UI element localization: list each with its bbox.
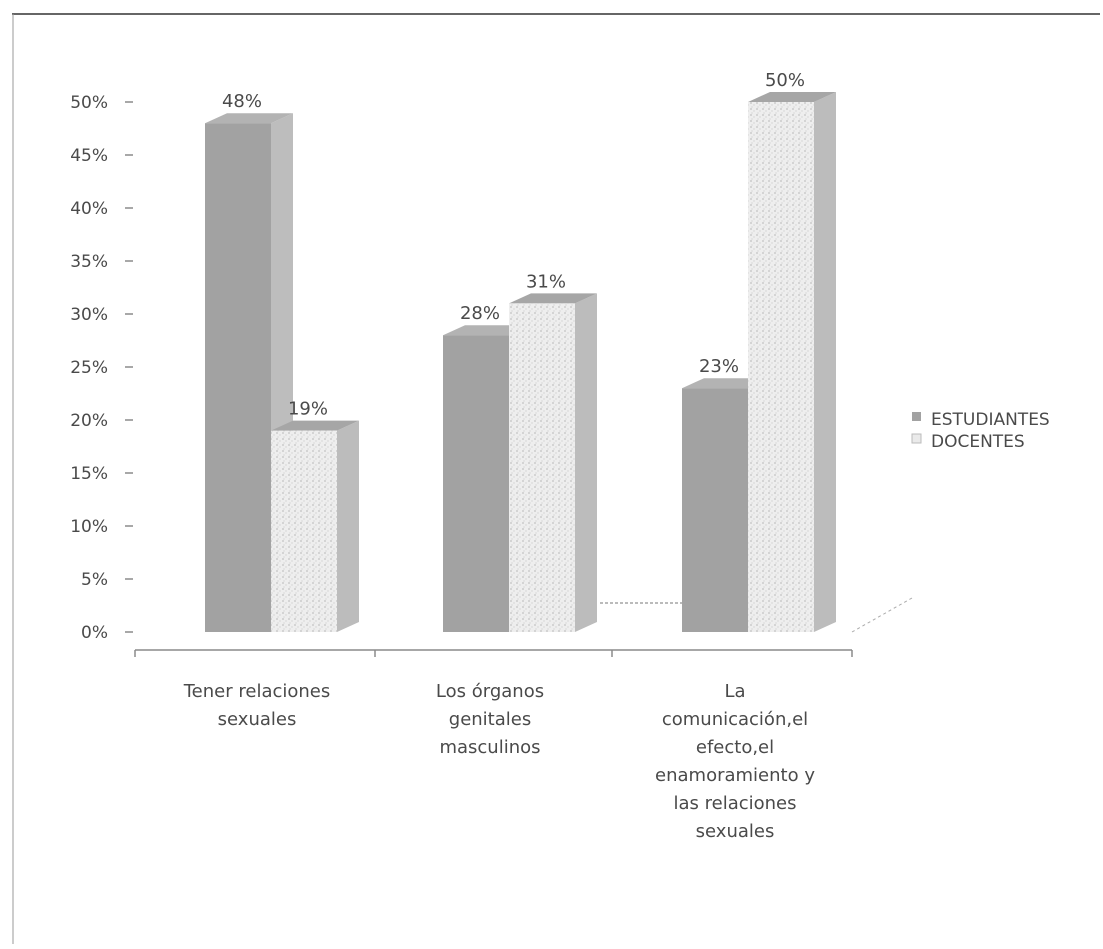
data-labels: 48% 19% 28% 31% 23% 50% xyxy=(222,70,805,420)
legend-label: ESTUDIANTES xyxy=(931,410,1050,430)
x-axis xyxy=(134,597,913,657)
y-tick-label: 25% xyxy=(70,358,108,378)
category-label: Los órganos genitales masculinos xyxy=(436,681,544,758)
legend-swatch xyxy=(911,433,922,444)
y-tick-label: 20% xyxy=(70,411,108,431)
bar-top xyxy=(748,92,836,102)
bar-top xyxy=(205,113,293,124)
bar-side xyxy=(337,420,359,632)
bar-top xyxy=(271,420,359,431)
legend-item-estudiantes: ESTUDIANTES xyxy=(912,410,1050,430)
bar-docentes-3 xyxy=(748,92,836,632)
bar-front xyxy=(748,102,814,632)
y-tick-label: 40% xyxy=(70,199,108,219)
data-label: 23% xyxy=(699,356,739,377)
bar-side xyxy=(814,92,836,632)
y-tick-label: 35% xyxy=(70,252,108,272)
y-tick-label: 15% xyxy=(70,464,108,484)
legend-item-docentes: DOCENTES xyxy=(911,432,1025,452)
bar-docentes-1 xyxy=(271,420,359,632)
y-tick-label: 10% xyxy=(70,517,108,537)
y-axis: 0% 5% 10% 15% 20% 25% 30% 35% 40% 45% 50% xyxy=(70,93,133,643)
bar-side xyxy=(575,293,597,632)
category-label: La comunicación,el efecto,el enamoramiento … xyxy=(655,681,815,842)
bar-front xyxy=(509,303,575,632)
floor-edge-line xyxy=(851,597,913,633)
y-tick-label: 50% xyxy=(70,93,108,113)
bar-front xyxy=(271,430,337,632)
bar-front xyxy=(443,335,509,632)
data-label: 48% xyxy=(222,91,262,112)
bars xyxy=(205,92,836,632)
bar-front xyxy=(682,388,748,632)
bar-front xyxy=(205,123,271,632)
bar-docentes-2 xyxy=(509,293,597,632)
data-label: 19% xyxy=(288,399,328,420)
data-label: 28% xyxy=(460,303,500,324)
legend-label: DOCENTES xyxy=(931,432,1025,452)
category-labels: Tener relaciones sexuales Los órganos genit… xyxy=(183,681,816,842)
y-tick-label: 0% xyxy=(81,623,108,643)
data-label: 50% xyxy=(765,70,805,91)
category-label: Tener relaciones sexuales xyxy=(183,681,331,730)
y-tick-label: 5% xyxy=(81,570,108,590)
y-tick-label: 45% xyxy=(70,146,108,166)
data-label: 31% xyxy=(526,271,566,292)
y-tick-label: 30% xyxy=(70,305,108,325)
bar-top xyxy=(509,293,597,304)
legend-swatch xyxy=(912,412,921,421)
